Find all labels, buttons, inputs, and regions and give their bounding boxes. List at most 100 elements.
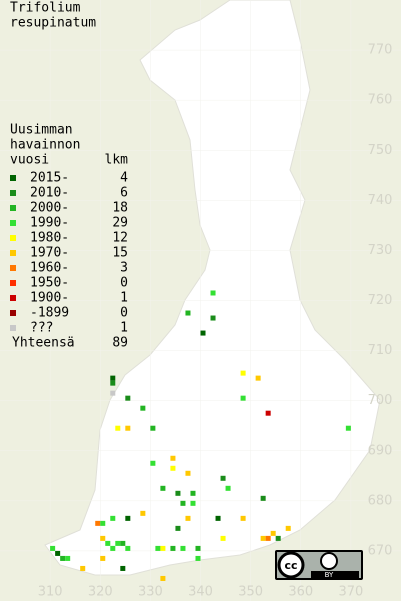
by-icon <box>320 552 338 570</box>
x-tick-label: 320 <box>88 585 113 600</box>
legend-label: ??? <box>30 321 53 336</box>
observation-square <box>65 555 71 561</box>
observation-square <box>120 565 126 571</box>
legend: 2015- 4 2010- 6 2000- 18 1990- 29 1980- 12 1970- 15… <box>10 171 128 336</box>
observation-square <box>110 545 116 551</box>
observation-square <box>55 550 61 556</box>
observation-square <box>285 525 291 531</box>
title: resupinatum <box>10 16 96 31</box>
observation-square <box>215 515 221 521</box>
legend-label: 2015- <box>30 171 69 186</box>
observation-square <box>220 475 226 481</box>
observation-square <box>275 535 281 541</box>
observation-square <box>50 545 56 551</box>
observation-square <box>255 375 261 381</box>
observation-square <box>240 515 246 521</box>
observation-square <box>115 540 121 546</box>
observation-square <box>150 460 156 466</box>
y-tick-label: 700 <box>368 393 393 408</box>
legend-swatch <box>10 235 16 241</box>
observation-square <box>110 380 116 386</box>
observation-square <box>100 535 106 541</box>
observation-square <box>100 555 106 561</box>
by-text: BY <box>325 571 334 579</box>
legend-count: 0 <box>120 276 128 291</box>
y-tick-label: 710 <box>368 343 393 358</box>
legend-count: 18 <box>112 201 128 216</box>
observation-square <box>265 410 271 416</box>
observations <box>50 290 351 581</box>
observation-square <box>170 465 176 471</box>
y-tick-label: 750 <box>368 143 393 158</box>
observation-square <box>60 555 66 561</box>
observation-square <box>125 515 131 521</box>
observation-square <box>160 545 166 551</box>
total: 89 <box>112 336 128 351</box>
observation-square <box>190 500 196 506</box>
observation-square <box>180 500 186 506</box>
by-strip <box>311 571 359 578</box>
observation-square <box>240 370 246 376</box>
legend-count: 15 <box>112 246 128 261</box>
legend-swatch <box>10 220 16 226</box>
observation-square <box>100 520 106 526</box>
observation-square <box>185 515 191 521</box>
observation-square <box>110 390 116 396</box>
observation-square <box>180 545 186 551</box>
observation-square <box>220 535 226 541</box>
observation-square <box>185 470 191 476</box>
count-header: lkm <box>105 153 129 168</box>
legend-count: 29 <box>112 216 128 231</box>
legend-title: vuosi <box>10 153 49 168</box>
title: Trifolium <box>10 1 81 16</box>
y-tick-label: 680 <box>368 493 393 508</box>
cc-text: cc <box>284 559 297 572</box>
legend-swatch <box>10 295 16 301</box>
legend-title: Uusimman <box>10 123 73 138</box>
legend-swatch <box>10 250 16 256</box>
legend-label: 1900- <box>30 291 69 306</box>
observation-square <box>140 405 146 411</box>
legend-label: 1970- <box>30 246 69 261</box>
observation-square <box>345 425 351 431</box>
y-tick-label: 770 <box>368 43 393 58</box>
observation-square <box>265 535 271 541</box>
observation-square <box>170 545 176 551</box>
observation-square <box>260 495 266 501</box>
legend-label: 2010- <box>30 186 69 201</box>
legend-label: 2000- <box>30 201 69 216</box>
legend-swatch <box>10 190 16 196</box>
observation-square <box>125 545 131 551</box>
observation-square <box>240 395 246 401</box>
y-tick-label: 720 <box>368 293 393 308</box>
observation-square <box>185 310 191 316</box>
legend-count: 1 <box>120 291 128 306</box>
observation-square <box>210 315 216 321</box>
observation-square <box>195 545 201 551</box>
observation-square <box>125 425 131 431</box>
legend-count: 1 <box>120 321 128 336</box>
legend-swatch <box>10 325 16 331</box>
observation-square <box>140 510 146 516</box>
legend-swatch <box>10 205 16 211</box>
observation-square <box>195 555 201 561</box>
legend-label: 1960- <box>30 261 69 276</box>
observation-square <box>110 375 116 381</box>
observation-square <box>155 545 161 551</box>
legend-count: 4 <box>120 171 128 186</box>
legend-label: 1990- <box>30 216 69 231</box>
observation-square <box>115 425 121 431</box>
legend-count: 6 <box>120 186 128 201</box>
observation-square <box>120 540 126 546</box>
observation-square <box>125 395 131 401</box>
x-tick-label: 360 <box>288 585 313 600</box>
observation-square <box>225 485 231 491</box>
observation-square <box>270 530 276 536</box>
observation-square <box>160 575 166 581</box>
observation-square <box>110 515 116 521</box>
legend-count: 0 <box>120 306 128 321</box>
legend-title: havainnon <box>10 138 80 153</box>
